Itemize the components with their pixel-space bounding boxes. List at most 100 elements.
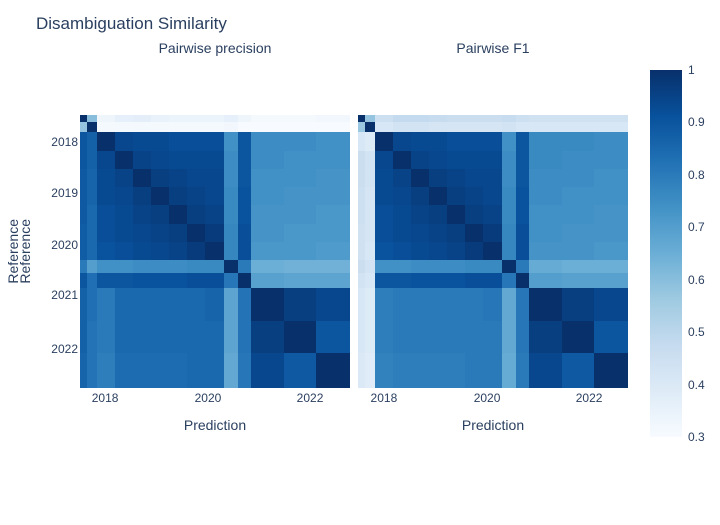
heatmap-cell[interactable] <box>593 321 629 354</box>
heatmap-cell[interactable] <box>205 132 224 151</box>
heatmap-cell[interactable] <box>169 168 188 188</box>
heatmap-cell[interactable] <box>483 273 502 288</box>
heatmap-cell[interactable] <box>133 205 152 224</box>
heatmap-cell[interactable] <box>237 132 252 151</box>
heatmap-cell[interactable] <box>501 353 516 389</box>
heatmap-cell[interactable] <box>223 223 238 243</box>
heatmap-cell[interactable] <box>169 260 188 274</box>
heatmap-cell[interactable] <box>205 260 224 274</box>
heatmap-cell[interactable] <box>315 168 351 188</box>
heatmap-cell[interactable] <box>358 168 366 188</box>
heatmap-cell[interactable] <box>250 122 285 133</box>
heatmap-cell[interactable] <box>561 187 595 206</box>
heatmap-cell[interactable] <box>411 287 430 322</box>
heatmap-cell[interactable] <box>528 321 563 354</box>
heatmap-cell[interactable] <box>515 150 530 170</box>
heatmap-cell[interactable] <box>411 205 430 224</box>
heatmap-cell[interactable] <box>358 287 366 322</box>
heatmap-cell[interactable] <box>429 273 448 288</box>
heatmap-cell[interactable] <box>483 353 502 389</box>
heatmap-cell[interactable] <box>561 353 595 389</box>
heatmap-cell[interactable] <box>223 321 238 354</box>
heatmap-cell[interactable] <box>187 353 206 389</box>
heatmap-cell[interactable] <box>151 260 170 274</box>
heatmap-cell[interactable] <box>87 287 98 322</box>
heatmap-cell[interactable] <box>483 115 502 123</box>
heatmap-cell[interactable] <box>375 321 394 354</box>
heatmap-cell[interactable] <box>483 187 502 206</box>
heatmap-cell[interactable] <box>375 353 394 389</box>
heatmap-cell[interactable] <box>250 287 285 322</box>
heatmap-cell[interactable] <box>169 115 188 123</box>
heatmap-cell[interactable] <box>375 205 394 224</box>
heatmap-cell[interactable] <box>250 205 285 224</box>
heatmap-cell[interactable] <box>483 260 502 274</box>
heatmap-cell[interactable] <box>133 223 152 243</box>
heatmap-cell[interactable] <box>358 122 366 133</box>
heatmap-cell[interactable] <box>561 287 595 322</box>
heatmap-cell[interactable] <box>358 187 366 206</box>
heatmap-cell[interactable] <box>528 273 563 288</box>
heatmap-cell[interactable] <box>250 241 285 261</box>
heatmap-cell[interactable] <box>223 150 238 170</box>
heatmap-cell[interactable] <box>365 150 376 170</box>
heatmap-cell[interactable] <box>80 132 88 151</box>
heatmap-cell[interactable] <box>358 132 366 151</box>
heatmap-cell[interactable] <box>515 122 530 133</box>
heatmap-cell[interactable] <box>429 321 448 354</box>
heatmap-cell[interactable] <box>97 132 116 151</box>
heatmap-cell[interactable] <box>593 287 629 322</box>
heatmap-cell[interactable] <box>593 132 629 151</box>
heatmap-cell[interactable] <box>80 260 88 274</box>
heatmap-cell[interactable] <box>80 273 88 288</box>
heatmap-cell[interactable] <box>315 122 351 133</box>
heatmap-cell[interactable] <box>358 260 366 274</box>
heatmap-cell[interactable] <box>561 150 595 170</box>
heatmap-cell[interactable] <box>115 132 134 151</box>
heatmap-cell[interactable] <box>205 223 224 243</box>
heatmap-cell[interactable] <box>593 187 629 206</box>
heatmap-cell[interactable] <box>237 353 252 389</box>
heatmap-cell[interactable] <box>223 241 238 261</box>
heatmap-cell[interactable] <box>97 321 116 354</box>
heatmap-cell[interactable] <box>283 187 317 206</box>
heatmap-cell[interactable] <box>205 187 224 206</box>
heatmap-cell[interactable] <box>365 115 376 123</box>
heatmap-cell[interactable] <box>223 287 238 322</box>
heatmap-cell[interactable] <box>501 187 516 206</box>
heatmap-precision[interactable] <box>80 115 351 389</box>
heatmap-cell[interactable] <box>358 150 366 170</box>
heatmap-cell[interactable] <box>187 205 206 224</box>
heatmap-cell[interactable] <box>528 223 563 243</box>
heatmap-cell[interactable] <box>169 287 188 322</box>
heatmap-cell[interactable] <box>315 150 351 170</box>
heatmap-cell[interactable] <box>483 241 502 261</box>
heatmap-cell[interactable] <box>115 150 134 170</box>
heatmap-cell[interactable] <box>393 260 412 274</box>
heatmap-cell[interactable] <box>501 115 516 123</box>
heatmap-cell[interactable] <box>87 260 98 274</box>
heatmap-cell[interactable] <box>237 223 252 243</box>
heatmap-cell[interactable] <box>358 223 366 243</box>
heatmap-cell[interactable] <box>528 187 563 206</box>
heatmap-cell[interactable] <box>465 115 484 123</box>
heatmap-cell[interactable] <box>447 287 466 322</box>
heatmap-cell[interactable] <box>393 168 412 188</box>
heatmap-cell[interactable] <box>501 223 516 243</box>
heatmap-cell[interactable] <box>483 223 502 243</box>
heatmap-cell[interactable] <box>187 122 206 133</box>
heatmap-cell[interactable] <box>515 187 530 206</box>
heatmap-cell[interactable] <box>151 321 170 354</box>
heatmap-cell[interactable] <box>561 115 595 123</box>
heatmap-cell[interactable] <box>593 122 629 133</box>
heatmap-cell[interactable] <box>515 287 530 322</box>
heatmap-cell[interactable] <box>87 353 98 389</box>
heatmap-cell[interactable] <box>465 260 484 274</box>
heatmap-cell[interactable] <box>515 353 530 389</box>
heatmap-cell[interactable] <box>593 273 629 288</box>
heatmap-cell[interactable] <box>365 273 376 288</box>
heatmap-cell[interactable] <box>593 205 629 224</box>
heatmap-cell[interactable] <box>447 321 466 354</box>
heatmap-cell[interactable] <box>483 168 502 188</box>
heatmap-cell[interactable] <box>447 353 466 389</box>
